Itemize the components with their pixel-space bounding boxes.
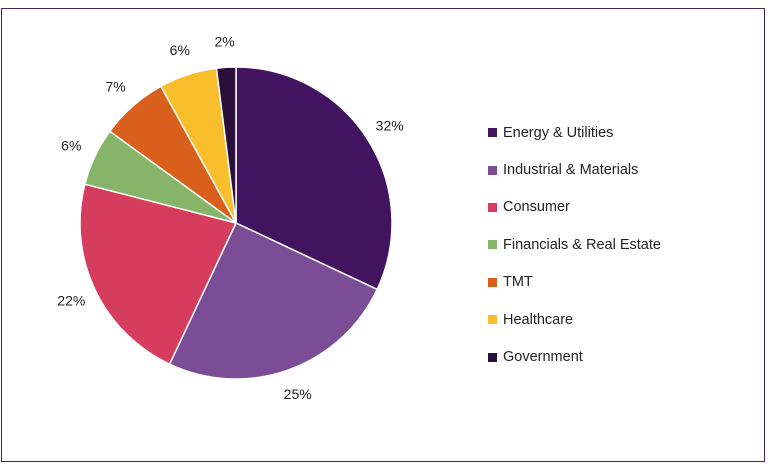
legend-item-industrial-and-materials: Industrial & Materials (488, 151, 758, 188)
slice-label-consumer: 22% (57, 293, 85, 309)
slice-label-energy-and-utilities: 32% (376, 118, 404, 134)
legend-label: Industrial & Materials (503, 162, 639, 179)
pie-slices (79, 66, 393, 380)
legend-label: Government (503, 349, 583, 366)
legend-label: Energy & Utilities (503, 124, 614, 141)
pie-slice-industrial-and-materials (168, 222, 379, 380)
slice-label-government: 2% (214, 33, 234, 49)
slice-label-tmt: 7% (105, 79, 125, 95)
slice-label-financials-and-real-estate: 6% (61, 138, 81, 154)
legend-label: Healthcare (503, 311, 574, 328)
legend-label: TMT (503, 274, 533, 291)
pie-slice-consumer (79, 183, 238, 366)
legend-swatch (488, 128, 497, 138)
slice-label-healthcare: 6% (170, 42, 190, 58)
legend-item-financials-and-real-estate: Financials & Real Estate (488, 226, 758, 263)
legend-item-tmt: TMT (488, 264, 758, 301)
legend-item-government: Government (488, 338, 758, 375)
legend-item-healthcare: Healthcare (488, 301, 758, 338)
chart-legend: Energy & Utilities Industrial & Materials… (488, 114, 758, 376)
pie-labels: 32% 25% 22% 6% 7% 6% 2% (57, 33, 403, 402)
legend-label: Consumer (503, 199, 570, 216)
slice-label-industrial-and-materials: 25% (284, 386, 312, 402)
legend-swatch (488, 352, 497, 362)
pie-slice-government (215, 66, 237, 224)
legend-item-energy-and-utilities: Energy & Utilities (488, 114, 758, 151)
legend-swatch (488, 240, 497, 250)
pie-slice-energy-and-utilities (235, 66, 393, 291)
legend-label: Financials & Real Estate (503, 236, 661, 253)
legend-swatch (488, 277, 497, 287)
legend-swatch (488, 202, 497, 212)
legend-swatch (488, 315, 497, 325)
legend-item-consumer: Consumer (488, 189, 758, 226)
legend-swatch (488, 165, 497, 175)
